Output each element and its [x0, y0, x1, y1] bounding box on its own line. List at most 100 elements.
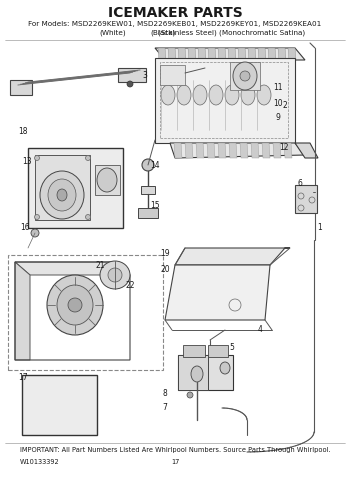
Ellipse shape: [161, 85, 175, 105]
Polygon shape: [284, 143, 292, 158]
Bar: [178, 355, 233, 390]
Polygon shape: [251, 143, 259, 158]
Bar: [95, 165, 120, 195]
Polygon shape: [218, 48, 226, 60]
Bar: [178, 355, 208, 390]
Polygon shape: [170, 143, 305, 158]
Ellipse shape: [85, 214, 91, 219]
Polygon shape: [165, 265, 270, 320]
Polygon shape: [238, 48, 246, 60]
Bar: [141, 186, 155, 194]
Bar: [118, 68, 146, 82]
Polygon shape: [295, 143, 318, 158]
Ellipse shape: [100, 261, 130, 289]
Bar: [208, 345, 228, 357]
Ellipse shape: [97, 168, 117, 192]
Bar: [295, 185, 317, 213]
Text: IMPORTANT: All Part Numbers Listed Are Whirlpool Numbers. Source Parts Through W: IMPORTANT: All Part Numbers Listed Are W…: [20, 447, 330, 453]
Ellipse shape: [57, 285, 93, 325]
Text: 21: 21: [95, 260, 105, 270]
Polygon shape: [196, 143, 204, 158]
Ellipse shape: [191, 366, 203, 382]
Text: 9: 9: [275, 114, 280, 123]
Polygon shape: [248, 48, 256, 60]
Polygon shape: [240, 143, 248, 158]
Text: (Black): (Black): [150, 30, 176, 36]
Text: (White): (White): [100, 30, 126, 36]
Polygon shape: [178, 48, 186, 60]
Polygon shape: [228, 48, 236, 60]
Ellipse shape: [241, 85, 255, 105]
Text: ICEMAKER PARTS: ICEMAKER PARTS: [108, 6, 242, 20]
Text: 8: 8: [163, 388, 167, 398]
Ellipse shape: [35, 214, 40, 219]
Polygon shape: [262, 143, 270, 158]
Polygon shape: [208, 48, 216, 60]
Text: 3: 3: [142, 71, 147, 81]
Text: 10: 10: [273, 99, 283, 108]
Ellipse shape: [68, 298, 82, 312]
Text: 17: 17: [171, 459, 179, 465]
Bar: [10, 80, 32, 95]
Polygon shape: [175, 248, 290, 265]
Bar: [8, 255, 163, 370]
Polygon shape: [155, 48, 305, 60]
Polygon shape: [273, 143, 281, 158]
Text: 20: 20: [160, 266, 170, 274]
Text: (Stainless Steel) (Monochromatic Satina): (Stainless Steel) (Monochromatic Satina): [159, 30, 306, 36]
Bar: [160, 62, 288, 138]
Polygon shape: [288, 48, 296, 60]
Ellipse shape: [225, 85, 239, 105]
Ellipse shape: [35, 156, 40, 160]
Text: For Models: MSD2269KEW01, MSD2269KEB01, MSD2269KEY01, MSD2269KEA01: For Models: MSD2269KEW01, MSD2269KEB01, …: [28, 21, 322, 27]
Text: 15: 15: [150, 200, 160, 210]
Ellipse shape: [220, 362, 230, 374]
Ellipse shape: [108, 268, 122, 282]
Polygon shape: [160, 65, 185, 85]
Polygon shape: [15, 262, 30, 360]
Text: 4: 4: [258, 326, 262, 335]
Polygon shape: [229, 143, 237, 158]
Text: 2: 2: [283, 100, 287, 110]
Bar: [22, 375, 97, 435]
Bar: [155, 58, 295, 143]
Ellipse shape: [31, 229, 39, 237]
Ellipse shape: [48, 179, 76, 211]
Bar: [28, 148, 123, 228]
Polygon shape: [174, 143, 182, 158]
Polygon shape: [188, 48, 196, 60]
Text: 12: 12: [279, 143, 289, 153]
Polygon shape: [185, 143, 193, 158]
Bar: [35, 155, 90, 220]
Text: 5: 5: [230, 343, 235, 353]
Polygon shape: [230, 62, 260, 90]
Ellipse shape: [47, 275, 103, 335]
Bar: [138, 208, 158, 218]
Polygon shape: [258, 48, 266, 60]
Polygon shape: [218, 143, 226, 158]
Text: 6: 6: [298, 179, 302, 187]
Text: 17: 17: [18, 373, 28, 383]
Polygon shape: [207, 143, 215, 158]
Ellipse shape: [127, 81, 133, 87]
Ellipse shape: [142, 159, 154, 171]
Text: 19: 19: [160, 248, 170, 257]
Text: 11: 11: [273, 84, 283, 93]
Ellipse shape: [240, 71, 250, 81]
Text: W10133392: W10133392: [20, 459, 60, 465]
Text: 1: 1: [318, 224, 322, 232]
Polygon shape: [198, 48, 206, 60]
Polygon shape: [158, 48, 166, 60]
Ellipse shape: [85, 156, 91, 160]
Ellipse shape: [187, 392, 193, 398]
Text: 7: 7: [162, 403, 167, 412]
Text: 22: 22: [125, 281, 135, 289]
Ellipse shape: [177, 85, 191, 105]
Text: 14: 14: [150, 160, 160, 170]
Ellipse shape: [57, 189, 67, 201]
Ellipse shape: [193, 85, 207, 105]
Polygon shape: [168, 48, 176, 60]
Ellipse shape: [233, 62, 257, 90]
Ellipse shape: [209, 85, 223, 105]
Ellipse shape: [40, 171, 84, 219]
